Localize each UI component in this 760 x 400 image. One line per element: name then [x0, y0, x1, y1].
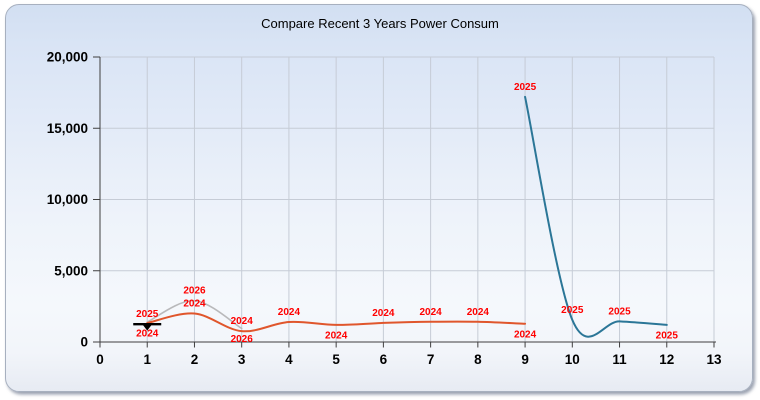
- point-label-2026-m2: 2026: [183, 286, 206, 297]
- x-tick-label: 10: [565, 352, 580, 367]
- x-tick-label: 8: [474, 352, 482, 367]
- x-tick-label: 4: [285, 352, 293, 367]
- x-tick-label: 5: [332, 352, 340, 367]
- series-line-2026: [146, 299, 243, 330]
- point-label-2025-m11: 2025: [608, 306, 631, 317]
- y-tick-label: 10,000: [47, 192, 88, 207]
- y-tick-label: 20,000: [47, 50, 88, 65]
- point-label-2025-m10: 2025: [561, 305, 584, 316]
- x-tick-label: 12: [659, 352, 674, 367]
- point-label-2024-m2: 2024: [183, 299, 206, 310]
- x-tick-label: 0: [96, 352, 104, 367]
- x-tick-label: 2: [191, 352, 199, 367]
- x-tick-label: 9: [521, 352, 529, 367]
- point-label-2024-m5: 2024: [325, 330, 348, 341]
- point-label-2024-m7: 2024: [419, 307, 442, 318]
- point-label-2024-m8: 2024: [467, 307, 490, 318]
- point-label-2024-m4: 2024: [278, 307, 301, 318]
- chart-title: Compare Recent 3 Years Power Consum: [261, 16, 499, 31]
- point-label-2024-m6: 2024: [372, 308, 395, 319]
- x-tick-label: 3: [238, 352, 246, 367]
- x-tick-label: 6: [380, 352, 388, 367]
- y-tick-label: 15,000: [47, 121, 88, 136]
- point-label-2024-m3: 2024: [231, 316, 254, 327]
- isolated-point-triangle-2025: [142, 324, 152, 331]
- point-label-2025-m9: 2025: [514, 82, 537, 93]
- point-label-2026-m3: 2026: [231, 334, 254, 345]
- x-tick-label: 13: [706, 352, 722, 367]
- series-lines: [146, 95, 668, 338]
- y-tick-label: 5,000: [54, 263, 88, 278]
- x-tick-label: 11: [612, 352, 627, 367]
- gridlines: [100, 56, 715, 342]
- point-markers: [133, 322, 162, 331]
- series-line-2024: [146, 312, 527, 333]
- point-labels: 2026 2026 2024 2024 2024 2024 2024 2024 2024 2024…: [136, 82, 678, 345]
- point-label-2024-m1: 2024: [136, 329, 159, 340]
- point-label-2024-m9: 2024: [514, 329, 537, 340]
- series-line-2025: [524, 95, 668, 338]
- point-label-2025-m12: 2025: [656, 330, 679, 341]
- x-tick-label: 1: [143, 352, 151, 367]
- point-label-2025-m1: 2025: [136, 309, 159, 320]
- y-tick-label: 0: [80, 335, 88, 350]
- chart-panel: [5, 4, 753, 392]
- x-tick-label: 7: [427, 352, 435, 367]
